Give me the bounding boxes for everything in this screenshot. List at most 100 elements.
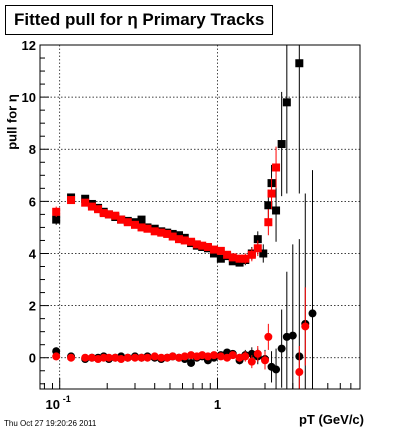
data-point-circle [308, 309, 317, 318]
data-point-circle [261, 356, 270, 365]
data-point-square [264, 201, 273, 210]
data-point-square [216, 246, 225, 255]
data-point-square [264, 218, 273, 227]
data-point-circle [52, 352, 61, 361]
data-point-square [137, 215, 146, 224]
data-point-square [282, 98, 291, 107]
x-tick-label: 10 [45, 397, 59, 412]
data-point-circle [228, 351, 237, 360]
data-point-square [223, 250, 232, 259]
data-point-circle [150, 352, 159, 361]
data-point-circle [282, 332, 291, 341]
data-point-square [163, 229, 172, 238]
data-point-square [259, 249, 268, 258]
data-point-square [228, 253, 237, 262]
series-1 [52, 146, 281, 264]
data-point-circle [87, 353, 96, 362]
data-point-square [192, 240, 201, 249]
data-point-circle [137, 353, 146, 362]
data-point-circle [247, 357, 256, 366]
data-point-square [137, 223, 146, 232]
data-point-circle [168, 352, 177, 361]
data-point-square [241, 254, 250, 263]
x-tick-label-exponent: -1 [63, 394, 71, 404]
x-axis-label: pT (GeV/c) [298, 412, 364, 427]
data-point-circle [301, 322, 310, 331]
y-axis-label: pull for η [4, 92, 20, 152]
data-point-square [87, 202, 96, 211]
data-point-square [157, 228, 166, 237]
data-point-square [130, 220, 139, 229]
data-point-square [187, 237, 196, 246]
tick-labels: 0 2 4 6 8 10 12 10 -1 1 [22, 38, 222, 412]
data-point-square [272, 206, 281, 215]
data-points [52, 45, 317, 389]
data-point-circle [253, 349, 262, 358]
data-point-circle [157, 353, 166, 362]
x-tick-label: 1 [214, 397, 221, 412]
data-point-square [111, 211, 120, 220]
data-point-circle [130, 353, 139, 362]
data-point-square [209, 245, 218, 254]
data-point-circle [295, 368, 304, 377]
data-point-circle [277, 344, 286, 353]
data-point-square [117, 215, 126, 224]
data-point-square [253, 244, 262, 253]
data-point-square [52, 215, 61, 224]
data-point-square [123, 218, 132, 227]
y-tick-label: 6 [29, 194, 36, 209]
y-tick-label: 2 [29, 299, 36, 314]
data-point-circle [247, 349, 256, 358]
data-point-square [198, 241, 207, 250]
data-point-square [203, 242, 212, 251]
data-point-square [247, 250, 256, 259]
plot-frame [39, 44, 361, 390]
data-point-square [150, 227, 159, 236]
y-axis-label-text: pull for η [4, 94, 20, 150]
data-point-square [295, 59, 304, 68]
data-point-circle [180, 352, 189, 361]
data-point-square [180, 236, 189, 245]
data-point-circle [123, 353, 132, 362]
data-point-square [174, 235, 183, 244]
data-point-square [104, 210, 113, 219]
data-point-circle [209, 351, 218, 360]
timestamp-footer: Thu Oct 27 19:20:26 2011 [4, 419, 97, 428]
data-point-circle [272, 365, 281, 374]
data-point-square [277, 140, 286, 149]
data-point-square [272, 163, 281, 172]
data-point-circle [241, 352, 250, 361]
y-tick-label: 10 [22, 90, 36, 105]
data-point-circle [81, 353, 90, 362]
axis-ticks [40, 44, 361, 389]
data-point-circle [117, 355, 126, 364]
y-tick-label: 12 [22, 38, 36, 53]
data-point-square [253, 235, 262, 244]
series-3 [52, 287, 310, 389]
y-tick-label: 0 [29, 351, 36, 366]
y-tick-label: 4 [29, 246, 37, 261]
data-point-square [52, 207, 61, 216]
data-point-circle [264, 332, 273, 341]
data-point-circle [203, 352, 212, 361]
data-point-circle [288, 331, 297, 340]
data-point-square [67, 196, 76, 205]
chart-title-box: Fitted pull for η Primary Tracks [5, 5, 274, 35]
y-tick-label: 8 [29, 142, 36, 157]
data-point-square [143, 224, 152, 233]
data-point-circle [216, 352, 225, 361]
data-point-square [94, 205, 103, 214]
data-point-square [99, 209, 108, 218]
data-point-square [216, 254, 225, 263]
data-point-circle [104, 353, 113, 362]
data-point-square [168, 232, 177, 241]
data-point-square [267, 189, 276, 198]
data-point-circle [67, 353, 76, 362]
data-point-circle [143, 353, 152, 362]
data-point-square [81, 198, 90, 207]
chart-title: Fitted pull for η Primary Tracks [14, 10, 265, 29]
data-point-square [235, 254, 244, 263]
data-point-circle [187, 358, 196, 367]
